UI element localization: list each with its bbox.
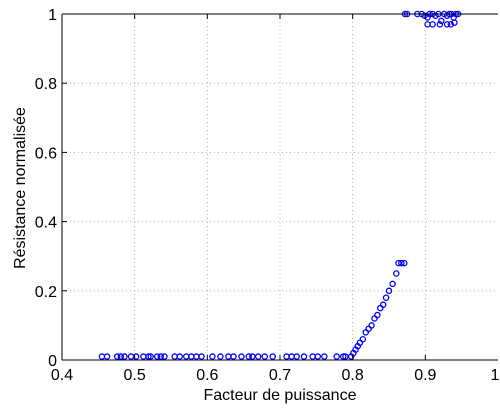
- data-point: [245, 353, 253, 360]
- x-tick-label: 0.5: [124, 367, 146, 384]
- data-point: [230, 353, 237, 360]
- data-point: [198, 353, 205, 360]
- data-point: [176, 353, 183, 360]
- data-point: [385, 287, 393, 295]
- data-point: [140, 353, 147, 360]
- data-point: [288, 353, 295, 360]
- data-point: [153, 353, 161, 360]
- tick-labels: 0.4 0.5 0.6 0.7 0.8 0.9 1 0 0.2 0.4 0.6 0.8 1: [35, 7, 500, 384]
- data-point: [398, 259, 405, 267]
- data-point: [132, 353, 140, 360]
- data-point: [401, 259, 408, 267]
- data-point: [451, 19, 458, 26]
- y-tick-label: 0.6: [35, 145, 57, 162]
- data-point: [321, 353, 328, 360]
- data-point: [314, 353, 322, 360]
- data-point: [443, 21, 451, 28]
- data-point: [209, 353, 216, 360]
- data-point: [309, 353, 316, 360]
- data-point: [368, 322, 375, 329]
- x-axis-label: Facteur de puissance: [204, 387, 357, 404]
- data-point: [429, 21, 436, 28]
- grid-lines: [62, 14, 498, 360]
- data-point: [389, 280, 396, 288]
- data-point: [225, 353, 232, 360]
- data-point: [103, 353, 111, 360]
- y-tick-label: 0.2: [35, 284, 57, 301]
- data-point: [254, 353, 262, 360]
- data-point: [188, 353, 195, 360]
- data-point: [217, 353, 224, 360]
- x-tick-label: 0.7: [269, 367, 291, 384]
- data-point: [339, 353, 347, 360]
- data-point: [382, 294, 390, 301]
- data-point: [113, 353, 121, 360]
- y-tick-label: 0.8: [35, 76, 57, 93]
- x-tick-label: 0.6: [196, 367, 218, 384]
- data-point: [359, 335, 367, 343]
- x-tick-label: 1: [491, 367, 500, 384]
- y-tick-label: 0.4: [35, 215, 57, 232]
- data-point: [157, 353, 165, 360]
- data-point: [171, 353, 178, 360]
- data-point: [117, 353, 125, 360]
- data-point: [379, 301, 387, 308]
- y-tick-label: 0: [48, 353, 57, 370]
- data-point: [269, 353, 276, 360]
- x-tick-label: 0.9: [414, 367, 436, 384]
- data-point: [183, 353, 190, 360]
- x-tick-label: 0.8: [342, 367, 364, 384]
- data-point: [424, 21, 431, 28]
- data-point: [147, 353, 154, 360]
- y-axis-label: Résistance normalisée: [12, 107, 29, 269]
- data-point: [249, 353, 256, 360]
- data-point: [261, 353, 268, 360]
- data-point: [333, 353, 340, 360]
- data-point: [161, 353, 168, 360]
- data-point: [121, 353, 128, 360]
- y-tick-label: 1: [48, 7, 57, 24]
- data-point: [438, 17, 445, 25]
- data-point: [145, 353, 152, 360]
- data-point: [238, 353, 245, 360]
- data-point: [293, 353, 300, 360]
- axes: [61, 13, 498, 361]
- data-point: [193, 353, 200, 360]
- data-point: [300, 353, 308, 360]
- data-point: [127, 353, 135, 360]
- data-point: [393, 270, 400, 277]
- data-point: [98, 353, 106, 360]
- data-point: [436, 21, 444, 28]
- data-point: [374, 311, 381, 319]
- data-point: [447, 21, 455, 28]
- x-tick-label: 0.4: [51, 367, 73, 384]
- data-point: [283, 353, 290, 360]
